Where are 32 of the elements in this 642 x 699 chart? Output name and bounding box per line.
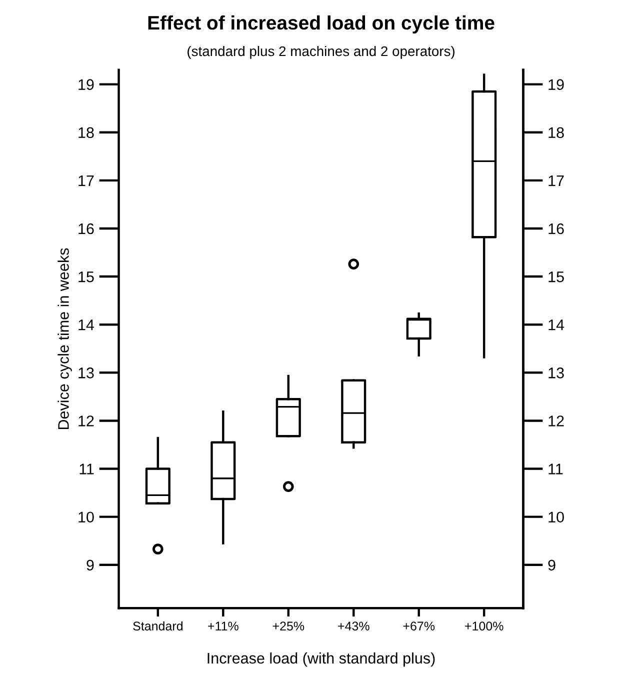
y-tick-label: 18: [78, 127, 94, 138]
y-tick-label: 19: [78, 79, 94, 90]
y-tick-label: 14: [78, 320, 94, 330]
y-tick-label: 15: [78, 272, 94, 282]
y2-tick-label: 18: [548, 127, 564, 138]
y-axis-title: Device cycle time in weeks: [58, 248, 72, 430]
y-tick-label: 17: [78, 175, 94, 186]
y-tick-label: 10: [78, 512, 94, 523]
y2-tick-label: 17: [548, 175, 564, 186]
y2-tick-label: 14: [548, 320, 564, 330]
y2-tick-label: 19: [548, 79, 564, 90]
x-axis-title: Increase load (with standard plus): [208, 652, 435, 667]
y2-tick-label: 11: [548, 464, 563, 474]
y-tick-label: 13: [78, 368, 94, 378]
x-tick-label: +11%: [208, 622, 238, 630]
x-tick-label: +43%: [338, 622, 370, 631]
y2-tick-label: 10: [548, 512, 564, 523]
y2-tick-label: 12: [548, 416, 564, 426]
y2-tick-label: 15: [548, 272, 564, 282]
y2-tick-label: 16: [548, 223, 564, 234]
x-tick-label: +100%: [465, 622, 504, 631]
y-tick-label: 12: [78, 416, 94, 426]
x-tick-label: Standard: [133, 621, 182, 631]
y-tick-label: 9: [86, 560, 94, 571]
x-tick-label: +25%: [272, 622, 304, 631]
chart-title: Effect of increased load on cycle time: [148, 15, 494, 34]
chart-subtitle: (standard plus 2 machines and 2 operators): [188, 46, 454, 59]
y2-tick-label: 13: [548, 368, 564, 378]
y-tick-label: 16: [78, 223, 94, 234]
x-tick-label: +67%: [403, 622, 435, 631]
y-tick-label: 11: [80, 464, 94, 474]
y2-tick-label: 9: [548, 560, 556, 571]
